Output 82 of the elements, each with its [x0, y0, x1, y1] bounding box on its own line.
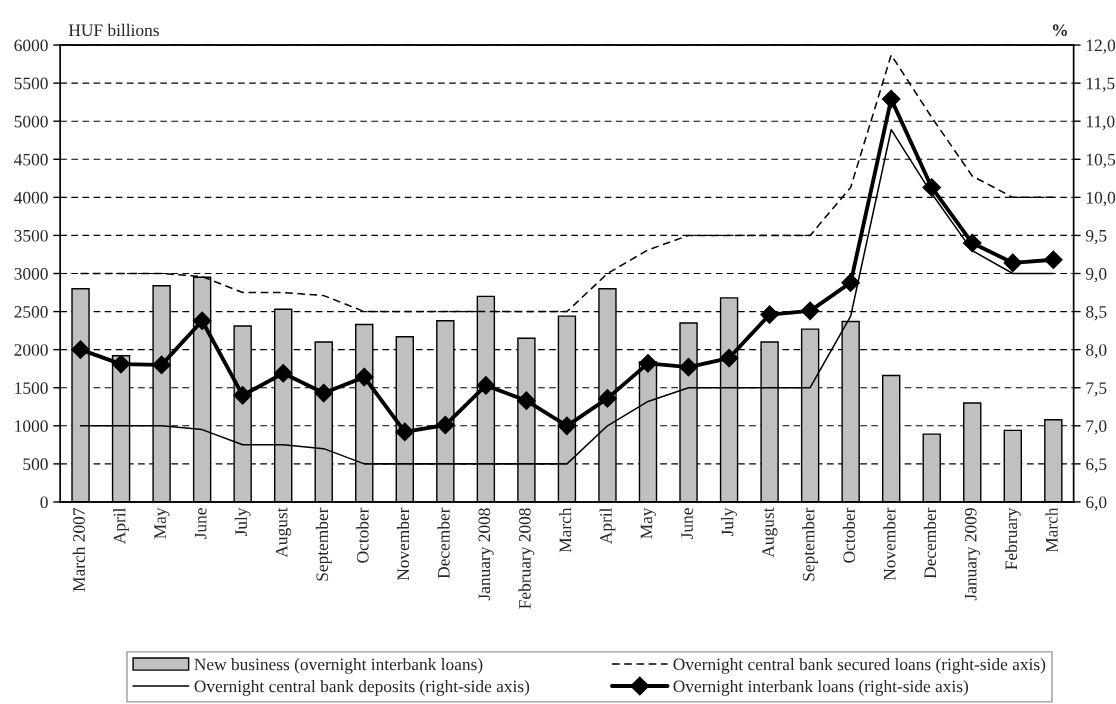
point [638, 354, 658, 373]
x-tick-label: February 2008 [518, 508, 535, 609]
point [922, 178, 942, 197]
x-tick-label: September [802, 507, 818, 581]
x-tick-label: December [437, 507, 450, 579]
y2-tick-label: 9,0 [1085, 267, 1107, 283]
y2-tick-label: 7,5 [1086, 382, 1107, 397]
point [962, 233, 982, 253]
point [476, 376, 496, 395]
y2-tick-label: 12,0 [1086, 39, 1116, 54]
point [517, 391, 536, 411]
x-tick-label: July [234, 507, 251, 537]
x-tick-label: March [559, 507, 572, 553]
y-tick-label: 6000 [14, 39, 48, 52]
point [1003, 253, 1023, 273]
y2-tick-label: 6,5 [1086, 458, 1107, 473]
y-axis-title: HUF billions [68, 23, 159, 37]
point [598, 389, 617, 408]
point [719, 348, 739, 368]
x-tick-label: August [762, 507, 778, 558]
x-tick-label: January 2009 [964, 508, 981, 601]
y-tick-label: 2500 [14, 306, 48, 318]
x-tick-label: October [356, 507, 369, 563]
x-tick-label: February [1004, 507, 1021, 570]
x-tick-label: March [1045, 507, 1058, 553]
x-tick-label: May [154, 507, 170, 539]
y2-tick-label: 9,5 [1085, 229, 1107, 245]
point [152, 355, 171, 375]
y-tick-label: 5000 [14, 115, 48, 128]
y2-tick-label: 7,0 [1086, 420, 1107, 435]
point [314, 383, 334, 403]
point [841, 273, 861, 292]
y-tick-label: 3500 [14, 229, 48, 242]
x-tick-label: March 2007 [72, 508, 85, 592]
y2-tick-label: 8,5 [1086, 306, 1107, 321]
y2-tick-label: 11,5 [1086, 77, 1115, 92]
legend-label: Overnight central bank secured loans (right-side axis) [673, 658, 1046, 674]
point [800, 301, 820, 321]
point [192, 311, 212, 331]
y-tick-label: 1500 [15, 382, 48, 394]
y2-tick-label: 10,5 [1086, 153, 1116, 168]
x-tick-label: October [842, 507, 856, 563]
x-tick-label: April [599, 507, 616, 544]
y-tick-label: 4000 [14, 191, 48, 204]
point [435, 415, 455, 435]
point [557, 416, 577, 436]
y-tick-label: 5500 [14, 77, 48, 90]
y2-axis-title: % [1052, 24, 1067, 37]
y-tick-label: 1000 [15, 420, 48, 432]
y-tick-label: 500 [23, 458, 48, 471]
x-tick-label: May [640, 507, 656, 539]
legend-label: Overnight interbank loans (right-side axis) [673, 680, 969, 696]
point [71, 340, 90, 360]
legend-label: Overnight central bank deposits (right-side axis) [194, 680, 530, 696]
point [760, 305, 779, 324]
x-tick-label: August [275, 507, 292, 558]
y-tick-label: 0 [40, 496, 48, 509]
y-tick-label: 4500 [14, 153, 48, 166]
x-tick-label: June [194, 508, 207, 539]
point [395, 422, 415, 442]
y2-tick-label: 6,0 [1086, 496, 1107, 511]
point [679, 357, 698, 377]
y-tick-label: 3000 [14, 267, 48, 280]
x-tick-label: November [883, 507, 896, 581]
point [111, 354, 131, 374]
y2-tick-label: 10,0 [1086, 191, 1116, 207]
x-tick-label: June [681, 508, 693, 539]
x-tick-label: December [923, 507, 937, 579]
y-tick-label: 2000 [14, 344, 48, 356]
point [354, 367, 374, 387]
point [233, 385, 253, 405]
x-tick-label: January 2008 [478, 508, 494, 601]
x-tick-label: November [396, 507, 410, 581]
legend-label: New business (overnight interbank loans) [194, 658, 483, 674]
x-tick-label: September [315, 507, 332, 581]
x-tick-label: July [721, 507, 737, 537]
point [1043, 250, 1063, 270]
x-tick-label: April [113, 507, 129, 544]
y2-tick-label: 11,0 [1086, 115, 1115, 130]
y2-tick-label: 8,0 [1086, 344, 1107, 359]
point [881, 89, 901, 109]
point [273, 363, 293, 383]
